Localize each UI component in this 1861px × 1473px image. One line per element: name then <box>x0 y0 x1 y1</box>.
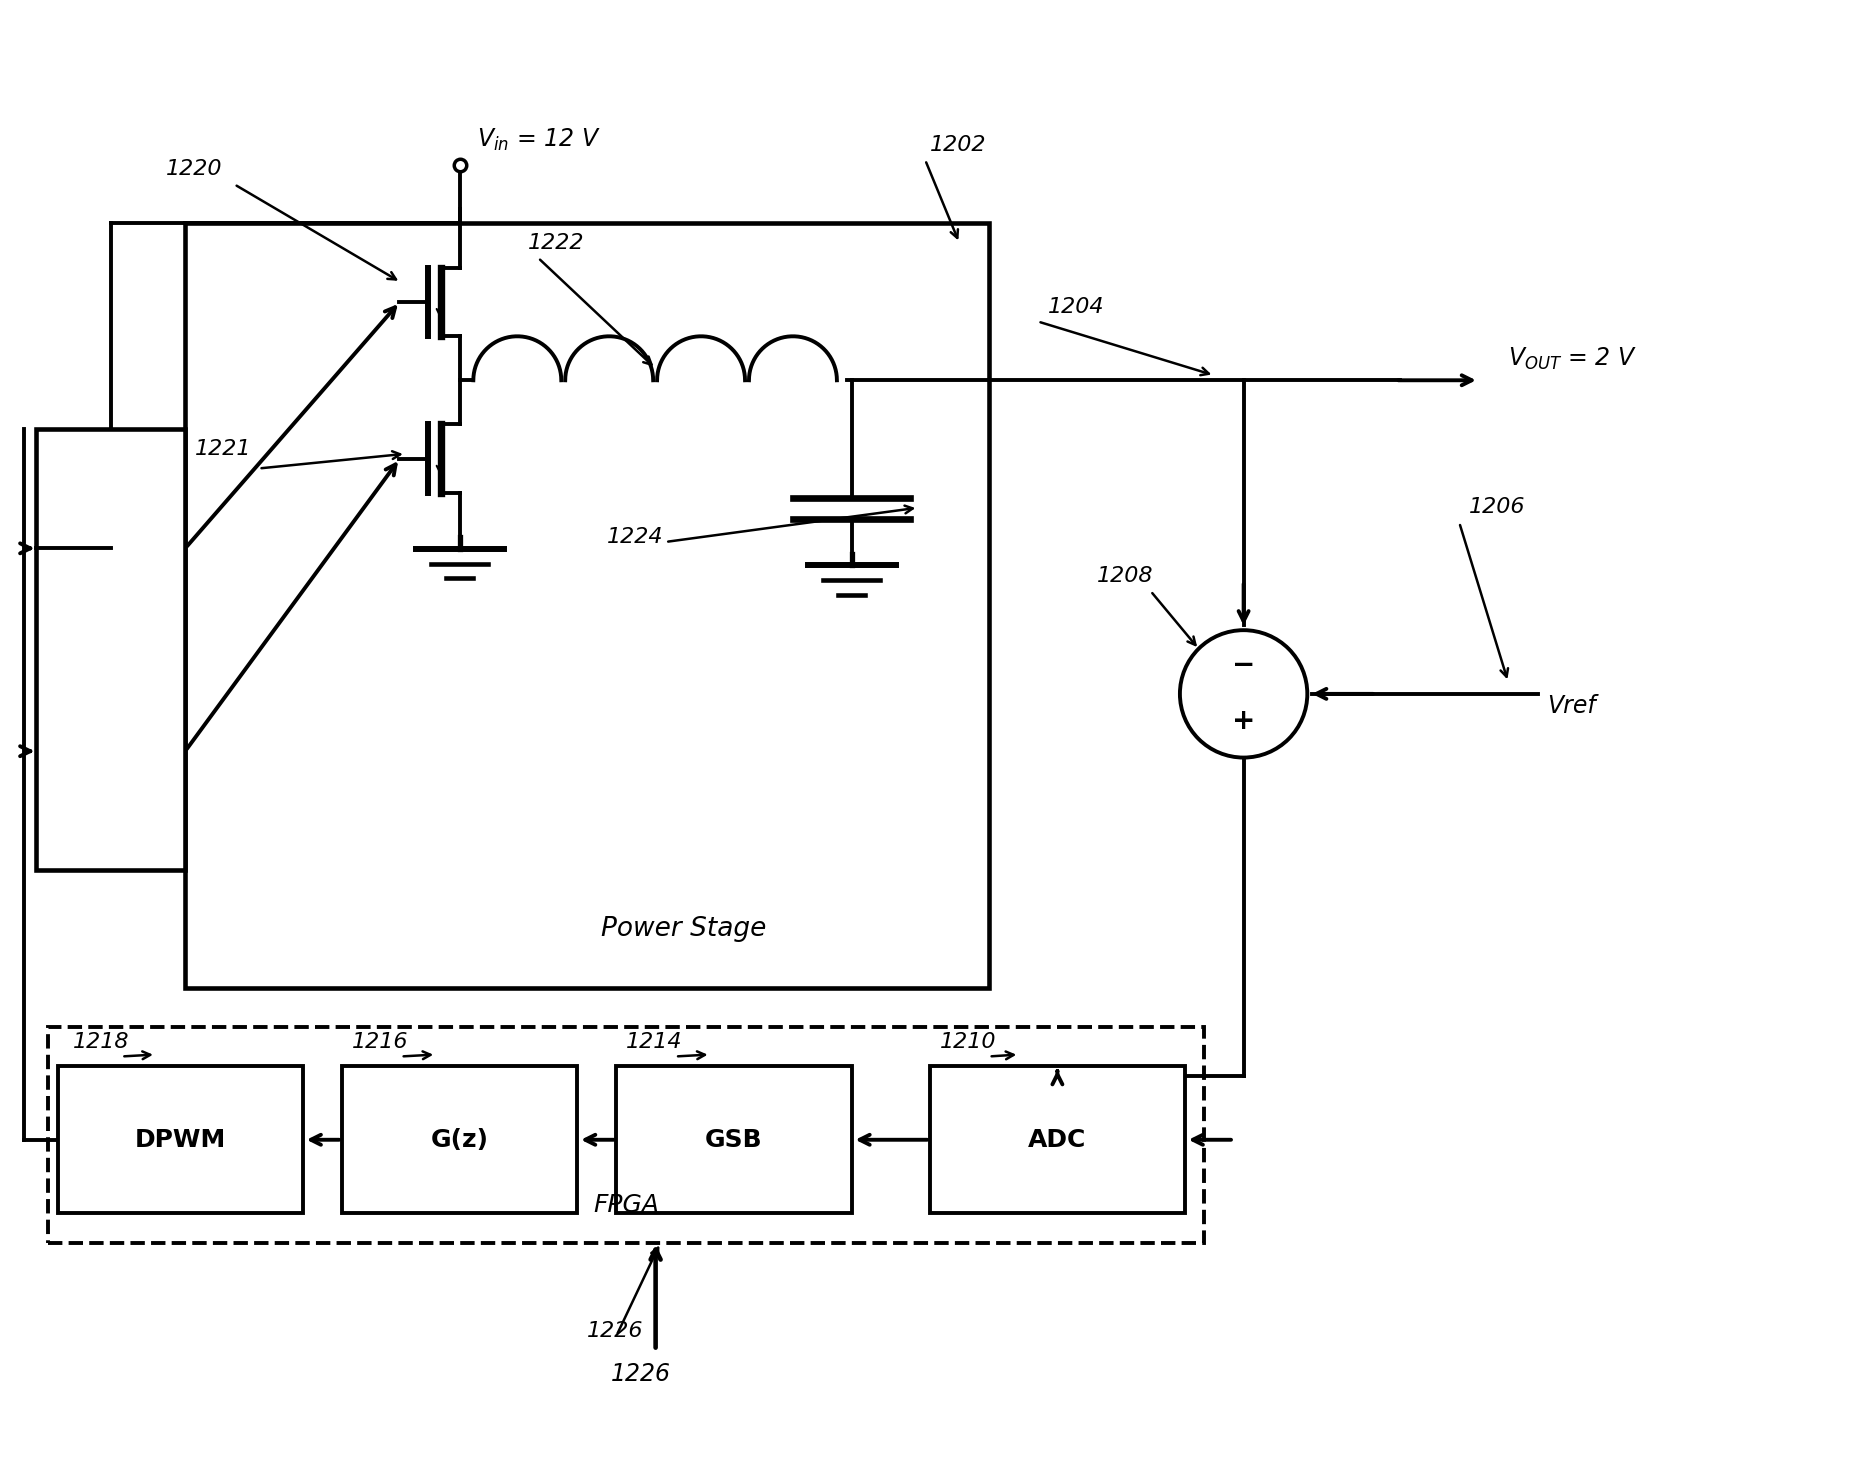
Text: 1222: 1222 <box>529 233 584 253</box>
Text: Power Stage: Power Stage <box>601 916 767 943</box>
Bar <box>616 1066 852 1214</box>
Text: Vref: Vref <box>1546 694 1597 717</box>
Text: 1226: 1226 <box>586 1321 644 1340</box>
Text: ADC: ADC <box>1029 1128 1087 1152</box>
Text: 1221: 1221 <box>195 439 251 458</box>
Text: 1214: 1214 <box>625 1031 683 1052</box>
Text: 1216: 1216 <box>352 1031 408 1052</box>
Text: +: + <box>1232 707 1256 735</box>
Bar <box>930 1066 1185 1214</box>
Text: 1204: 1204 <box>1048 296 1104 317</box>
Text: 1202: 1202 <box>930 136 986 155</box>
Text: DPWM: DPWM <box>134 1128 225 1152</box>
Text: $V_{OUT}$ = 2 V: $V_{OUT}$ = 2 V <box>1507 346 1638 373</box>
Text: GSB: GSB <box>705 1128 763 1152</box>
Text: FPGA: FPGA <box>594 1193 659 1217</box>
Text: 1206: 1206 <box>1468 498 1526 517</box>
Bar <box>58 1066 303 1214</box>
Text: $V_{in}$ = 12 V: $V_{in}$ = 12 V <box>476 127 601 153</box>
Text: G(z): G(z) <box>430 1128 489 1152</box>
Bar <box>35 429 186 871</box>
Bar <box>342 1066 577 1214</box>
Text: 1208: 1208 <box>1096 566 1154 586</box>
Bar <box>186 224 988 988</box>
Text: −: − <box>1232 651 1254 679</box>
Text: 1226: 1226 <box>610 1363 672 1386</box>
Bar <box>48 1027 1204 1243</box>
Text: 1218: 1218 <box>73 1031 128 1052</box>
Text: 1224: 1224 <box>607 527 663 546</box>
Text: 1220: 1220 <box>166 159 221 180</box>
Text: 1210: 1210 <box>940 1031 996 1052</box>
